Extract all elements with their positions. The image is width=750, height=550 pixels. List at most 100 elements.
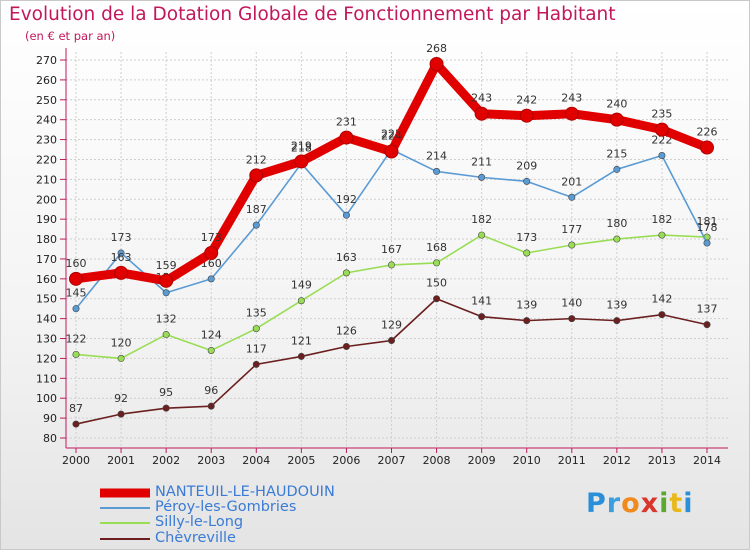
y-tick-label: 130 xyxy=(36,333,57,346)
data-label: 142 xyxy=(651,293,672,306)
y-tick-label: 230 xyxy=(36,134,57,147)
legend xyxy=(100,488,150,540)
data-point xyxy=(523,317,531,325)
y-tick-label: 120 xyxy=(36,352,57,365)
data-label: 173 xyxy=(201,231,222,244)
data-label: 140 xyxy=(561,297,582,310)
x-tick-label: 2002 xyxy=(152,454,180,467)
data-label: 212 xyxy=(246,153,267,166)
data-point xyxy=(703,321,711,329)
x-tick-label: 2005 xyxy=(287,454,315,467)
y-tick-label: 80 xyxy=(43,432,57,445)
series-3: 122 120 132 124 135 149 163 167 168 182 173 177 180 1… xyxy=(66,213,718,362)
x-tick-label: 2012 xyxy=(603,454,631,467)
data-point xyxy=(568,193,576,201)
data-point xyxy=(433,295,441,303)
data-label: 178 xyxy=(697,221,718,234)
data-point xyxy=(252,360,260,368)
data-label: 218 xyxy=(291,141,312,154)
chart-title: Evolution de la Dotation Globale de Fonc… xyxy=(9,4,616,25)
series-1: 160 163 159 173 212 219 231 224 268 243 242 243 240 2… xyxy=(66,42,718,288)
data-point xyxy=(162,289,170,297)
data-label: 201 xyxy=(561,175,582,188)
data-point xyxy=(568,315,576,323)
data-point xyxy=(72,305,80,313)
data-label: 167 xyxy=(381,243,402,256)
data-point xyxy=(613,317,621,325)
data-label: 177 xyxy=(561,223,582,236)
x-tick-label: 2013 xyxy=(648,454,676,467)
y-tick-label: 190 xyxy=(36,213,57,226)
y-tick-label: 110 xyxy=(36,372,57,385)
data-point xyxy=(297,297,305,305)
data-point xyxy=(207,346,215,354)
x-tick-label: 2014 xyxy=(693,454,721,467)
data-point xyxy=(207,402,215,410)
data-label: 168 xyxy=(426,241,447,254)
data-point xyxy=(339,130,354,145)
data-point xyxy=(117,249,125,257)
data-point xyxy=(523,177,531,185)
y-tick-label: 270 xyxy=(36,54,57,67)
x-tick-label: 2007 xyxy=(378,454,406,467)
data-label: 145 xyxy=(66,287,87,300)
data-label: 243 xyxy=(471,92,492,105)
legend-label: Chèvreville xyxy=(155,530,236,546)
data-point xyxy=(162,331,170,339)
data-point xyxy=(249,168,264,183)
data-label: 159 xyxy=(156,259,177,272)
y-tick-label: 200 xyxy=(36,193,57,206)
legend-label: Péroy-les-Gombries xyxy=(155,499,297,515)
x-tick-label: 2001 xyxy=(107,454,135,467)
data-label: 92 xyxy=(114,392,128,405)
data-point xyxy=(342,342,350,350)
y-tick-label: 240 xyxy=(36,114,57,127)
data-label: 173 xyxy=(111,231,132,244)
x-axis-ticks: 2000 2001 2002 2003 2004 2005 2006 2007 2008 2009… xyxy=(62,448,721,467)
data-label: 160 xyxy=(66,257,87,270)
data-label: 192 xyxy=(336,193,357,206)
data-point xyxy=(117,354,125,362)
data-point xyxy=(658,151,666,159)
data-label: 214 xyxy=(426,149,447,162)
data-label: 124 xyxy=(201,328,222,341)
data-point xyxy=(72,350,80,358)
x-tick-label: 2011 xyxy=(558,454,586,467)
data-point xyxy=(700,140,714,155)
series-4: 87 92 95 96 117 121 126 129 150 141 139 140 139 142 13… xyxy=(69,277,718,428)
data-label: 268 xyxy=(426,42,447,55)
data-point xyxy=(252,325,260,333)
data-label: 224 xyxy=(381,130,402,143)
x-tick-label: 2009 xyxy=(468,454,496,467)
data-label: 182 xyxy=(651,213,672,226)
data-label: 120 xyxy=(111,336,132,349)
data-point xyxy=(474,106,489,121)
data-label: 121 xyxy=(291,334,312,347)
data-label: 126 xyxy=(336,324,357,337)
data-point xyxy=(252,221,260,229)
y-tick-label: 160 xyxy=(36,273,57,286)
data-label: 215 xyxy=(606,147,627,160)
data-label: 222 xyxy=(651,133,672,146)
data-label: 182 xyxy=(471,213,492,226)
data-point xyxy=(523,249,531,257)
data-label: 122 xyxy=(66,332,87,345)
y-tick-label: 150 xyxy=(36,293,57,306)
y-tick-label: 210 xyxy=(36,173,57,186)
x-tick-label: 2006 xyxy=(332,454,360,467)
data-label: 139 xyxy=(516,299,537,312)
y-tick-label: 180 xyxy=(36,233,57,246)
data-point xyxy=(72,420,80,428)
axes xyxy=(65,48,728,449)
y-tick-label: 90 xyxy=(43,412,57,425)
data-point xyxy=(114,265,129,280)
y-tick-label: 170 xyxy=(36,253,57,266)
y-axis-ticks: 80 90 100 110 120 130 140 150 160 170 180 190 200 210… xyxy=(36,54,66,445)
y-tick-label: 250 xyxy=(36,94,57,107)
data-point xyxy=(478,313,486,321)
legend-label: Silly-le-Long xyxy=(155,514,244,530)
x-tick-label: 2004 xyxy=(242,454,270,467)
data-point xyxy=(703,239,711,247)
x-tick-label: 2010 xyxy=(513,454,541,467)
data-point xyxy=(433,259,441,267)
